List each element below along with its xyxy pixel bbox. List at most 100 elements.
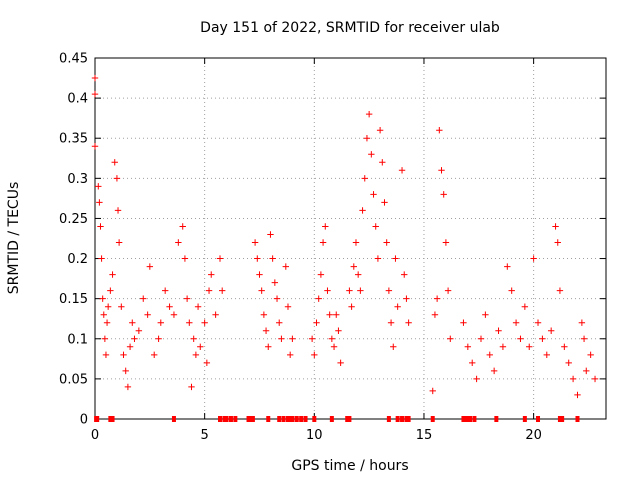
data-point-marker (286, 351, 294, 359)
data-point-marker (512, 319, 520, 326)
data-point-marker (444, 287, 452, 294)
data-point-marker (357, 287, 364, 294)
gap-marker (395, 416, 400, 422)
y-tick-label: 0.05 (59, 372, 88, 387)
data-point-marker (390, 343, 397, 350)
data-point-marker (352, 239, 360, 246)
gap-marker (400, 416, 405, 422)
data-point-marker (186, 319, 193, 326)
gap-marker (250, 416, 255, 422)
data-points (91, 74, 599, 399)
data-point-marker (179, 223, 186, 230)
data-point-marker (135, 327, 143, 334)
data-point-marker (311, 351, 318, 359)
gap-marker (110, 416, 115, 422)
data-point-marker (565, 359, 572, 367)
gap-marker (345, 416, 350, 422)
data-point-marker (313, 319, 320, 326)
data-point-marker (188, 383, 195, 391)
data-point-marker (256, 271, 263, 278)
gap-marker (266, 416, 271, 422)
data-point-marker (442, 239, 450, 246)
data-point-marker (166, 303, 173, 310)
data-point-marker (363, 135, 371, 142)
gap-marker (277, 416, 282, 422)
data-point-marker (170, 311, 178, 318)
data-point-marker (330, 343, 338, 350)
data-point-marker (91, 143, 99, 150)
data-point-marker (403, 295, 410, 302)
data-point-marker (131, 335, 138, 342)
data-point-marker (181, 255, 189, 262)
data-point-marker (284, 303, 292, 310)
data-point-marker (469, 359, 476, 367)
data-point-marker (267, 231, 274, 238)
gap-marker (522, 416, 527, 422)
gap-marker (218, 416, 223, 422)
y-tick-label: 0.4 (67, 92, 88, 107)
data-point-marker (335, 327, 342, 334)
data-point-marker (111, 159, 118, 166)
data-point-marker (587, 351, 594, 359)
gap-marker (461, 416, 466, 422)
gap-marker (95, 416, 100, 422)
data-point-marker (203, 359, 211, 367)
y-tick-label: 0.15 (59, 292, 88, 307)
gap-marker (222, 416, 227, 422)
x-tick-label: 0 (91, 428, 99, 443)
data-point-marker (333, 311, 340, 318)
gap-marker (285, 416, 290, 422)
data-point-marker (271, 279, 279, 286)
data-point-marker (315, 295, 322, 302)
data-point-marker (383, 239, 390, 246)
gap-marker (468, 416, 473, 422)
data-point-marker (115, 239, 123, 246)
data-point-marker (197, 343, 204, 350)
data-point-marker (322, 223, 329, 230)
data-point-marker (346, 287, 353, 294)
data-point-marker (144, 311, 151, 318)
y-tick-label: 0.45 (59, 52, 88, 67)
data-point-marker (350, 263, 357, 270)
y-tick-label: 0.2 (67, 252, 88, 267)
data-point-marker (99, 295, 106, 302)
data-point-marker (190, 335, 197, 342)
data-point-marker (126, 343, 134, 350)
data-point-marker (438, 167, 445, 174)
gap-marker (294, 416, 299, 422)
data-point-marker (370, 191, 377, 198)
x-tick-label: 20 (525, 428, 542, 443)
gap-marker (303, 416, 308, 422)
data-point-marker (591, 375, 599, 383)
data-point-marker (398, 167, 406, 174)
data-point-marker (107, 287, 114, 294)
gap-marker (386, 416, 391, 422)
data-point-marker (114, 207, 122, 214)
data-point-marker (436, 127, 443, 134)
data-point-marker (552, 223, 559, 230)
gap-marker (224, 416, 229, 422)
data-point-marker (447, 335, 454, 342)
data-point-marker (208, 271, 215, 278)
data-point-marker (521, 303, 529, 310)
x-tick-label: 5 (201, 428, 209, 443)
data-point-marker (151, 351, 158, 359)
gap-marker (536, 416, 541, 422)
data-point-marker (194, 303, 202, 310)
data-point-marker (429, 387, 436, 395)
gap-marker (290, 416, 295, 422)
data-point-marker (379, 159, 386, 166)
data-point-marker (102, 351, 110, 359)
data-point-marker (103, 319, 111, 326)
data-point-marker (104, 303, 112, 310)
gap-markers (94, 416, 580, 422)
data-point-marker (460, 319, 467, 326)
data-point-marker (278, 335, 285, 342)
data-point-marker (556, 287, 564, 294)
data-point-marker (499, 343, 507, 350)
data-point-marker (192, 351, 200, 359)
gap-marker (494, 416, 499, 422)
data-point-marker (212, 311, 219, 318)
data-point-marker (289, 335, 296, 342)
